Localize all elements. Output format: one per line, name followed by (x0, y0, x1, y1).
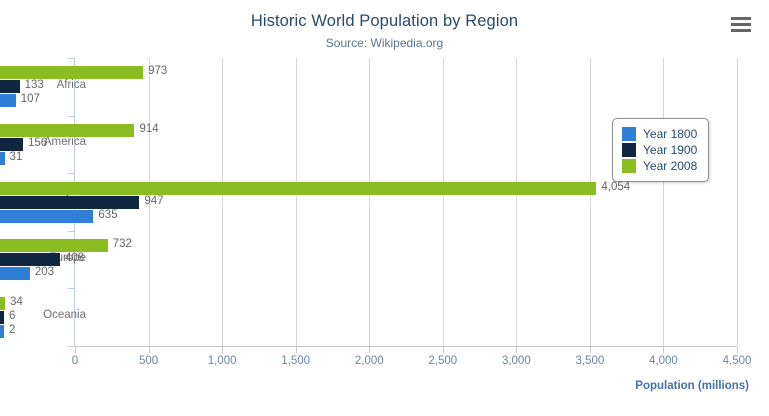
legend-label: Year 2008 (643, 159, 698, 173)
chart-subtitle: Source: Wikipedia.org (325, 36, 444, 50)
x-axis-tick-label: 4,500 (722, 355, 752, 367)
x-axis-tick (75, 347, 76, 353)
x-axis-tick (663, 347, 665, 353)
x-axis-tick (295, 347, 297, 353)
bar-group-asia: 4,054 947 635 (0, 180, 662, 223)
gridline (222, 58, 224, 346)
legend-label: Year 1900 (643, 143, 698, 157)
bar-africa-year-2008[interactable] (0, 66, 144, 80)
bar-value-label: 408 (65, 252, 85, 265)
bar-value-label: 635 (98, 208, 118, 221)
chart-title: Historic World Population by Region (250, 12, 519, 30)
hamburger-menu-icon[interactable] (728, 14, 754, 36)
bar-europe-year-1900[interactable] (0, 253, 61, 267)
bar-value-label: 6 (9, 309, 16, 322)
bar-value-label: 732 (112, 238, 132, 251)
legend-item-year-1900[interactable]: Year 1900 (622, 142, 697, 158)
gridline (295, 58, 297, 346)
y-axis-tick (68, 346, 75, 347)
x-axis-title: Population (millions) (635, 380, 749, 392)
legend-swatch-icon (622, 127, 636, 141)
bar-value-label: 31 (9, 150, 23, 163)
legend-item-year-2008[interactable]: Year 2008 (622, 158, 697, 174)
gridline (737, 58, 738, 346)
x-axis-tick-label: 3,500 (575, 355, 605, 367)
bar-value-label: 34 (10, 295, 23, 308)
x-axis-tick (516, 347, 518, 353)
plot-area (75, 58, 738, 346)
category-label-oceania: Oceania (43, 309, 86, 322)
y-axis-tick (68, 173, 75, 175)
x-axis-tick-label: 4,000 (649, 355, 678, 367)
gridline (516, 58, 518, 346)
x-axis-tick (369, 347, 371, 353)
bar-asia-year-1900[interactable] (0, 195, 140, 209)
category-label-america: America (43, 136, 86, 149)
bar-europe-year-2008[interactable] (0, 239, 108, 253)
gridline (369, 58, 371, 346)
bar-value-label: 2 (9, 323, 16, 336)
bar-africa-year-1900[interactable] (0, 80, 20, 94)
bar-group-africa: 973 133 107 (0, 65, 662, 108)
gridline (589, 58, 591, 346)
bar-value-label: 133 (24, 79, 44, 92)
x-axis-tick (737, 347, 738, 353)
legend-swatch-icon (622, 159, 636, 173)
x-axis-tick-label: 1,000 (207, 355, 237, 367)
legend-item-year-1800[interactable]: Year 1800 (622, 126, 697, 142)
x-axis-tick-label: 1,500 (281, 355, 311, 367)
x-axis-tick-label: 2,500 (428, 355, 458, 367)
bar-asia-year-2008[interactable] (0, 181, 597, 195)
legend-swatch-icon (622, 143, 636, 157)
hamburger-bar (731, 17, 751, 20)
legend-label: Year 1800 (643, 127, 698, 141)
hamburger-bar (731, 23, 751, 26)
bar-value-label: 4,054 (601, 180, 631, 193)
x-axis-tick (222, 347, 224, 353)
bar-value-label: 203 (34, 266, 55, 279)
bar-oceania-year-1800[interactable] (0, 324, 4, 338)
bar-europe-year-1800[interactable] (0, 267, 30, 281)
gridline (663, 58, 665, 346)
bar-africa-year-1800[interactable] (0, 94, 16, 108)
x-axis-tick-label: 3,000 (501, 355, 531, 367)
bar-value-label: 973 (148, 65, 168, 78)
y-axis-tick (68, 58, 75, 59)
bar-group-europe: 732 408 203 (0, 238, 662, 281)
bar-oceania-year-2008[interactable] (0, 296, 5, 310)
y-axis-tick (68, 288, 75, 290)
bar-value-label: 947 (144, 194, 164, 207)
bar-group-america: 914 156 31 (0, 122, 662, 165)
bar-oceania-year-1900[interactable] (0, 310, 4, 324)
x-axis-tick-label: 2,000 (354, 355, 384, 367)
bar-value-label: 914 (139, 122, 159, 135)
bar-asia-year-1800[interactable] (0, 209, 94, 223)
bar-america-year-1900[interactable] (0, 137, 23, 151)
x-axis-tick (442, 347, 444, 353)
x-axis-tick-label: 0 (71, 355, 79, 367)
x-axis-line (75, 346, 737, 347)
x-axis-tick-label: 500 (138, 355, 159, 367)
category-label-africa: Africa (56, 78, 86, 91)
y-axis-tick (68, 230, 75, 232)
chart-legend: Year 1800 Year 1900 Year 2008 (612, 118, 710, 182)
gridline (442, 58, 444, 346)
x-axis-tick (589, 347, 591, 353)
bar-america-year-2008[interactable] (0, 123, 135, 137)
bar-value-label: 107 (20, 93, 40, 106)
bar-value-label: 156 (27, 136, 48, 149)
y-axis-tick (68, 115, 75, 117)
x-axis-tick (148, 347, 150, 353)
bar-group-oceania: 34 6 2 (0, 295, 662, 338)
gridline (148, 58, 150, 346)
hamburger-bar (731, 29, 751, 32)
bar-america-year-1800[interactable] (0, 151, 5, 165)
